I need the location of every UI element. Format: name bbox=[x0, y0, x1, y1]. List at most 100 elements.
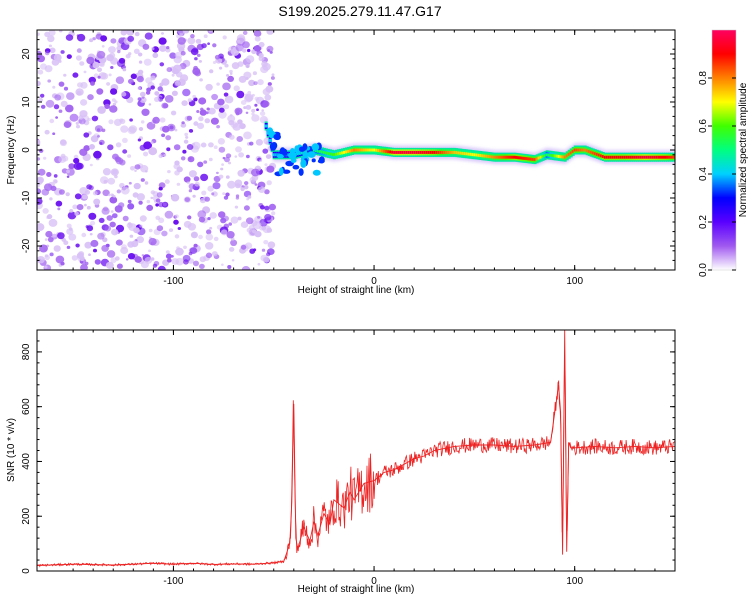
noise-blob bbox=[251, 168, 260, 177]
ridge-core-cell bbox=[571, 149, 575, 153]
ridge-core-cell bbox=[655, 155, 659, 159]
y-tick-label: 0 bbox=[21, 568, 32, 574]
noise-blob bbox=[47, 79, 51, 83]
noise-blob bbox=[236, 136, 243, 142]
ridge-core-cell bbox=[316, 149, 320, 153]
transition-blob bbox=[290, 158, 297, 163]
noise-blob bbox=[88, 253, 91, 256]
noise-blob bbox=[69, 209, 74, 213]
ridge-core-cell bbox=[443, 150, 447, 154]
noise-blob bbox=[46, 172, 52, 177]
noise-blob bbox=[218, 174, 224, 179]
noise-blob bbox=[108, 119, 114, 125]
ridge-core-cell bbox=[535, 157, 539, 161]
noise-blob bbox=[257, 79, 264, 86]
ridge-core-cell bbox=[423, 150, 427, 154]
noise-blob bbox=[151, 47, 155, 51]
noise-blob bbox=[50, 185, 57, 192]
noise-blob bbox=[53, 179, 58, 184]
spectrogram-content bbox=[37, 30, 675, 270]
noise-blob bbox=[209, 212, 217, 219]
ridge-core-cell bbox=[525, 157, 529, 161]
noise-blob bbox=[115, 76, 125, 84]
ridge-core-cell bbox=[473, 153, 477, 157]
noise-blob bbox=[162, 202, 167, 207]
ridge-core-cell bbox=[397, 150, 401, 154]
noise-blob bbox=[241, 48, 247, 53]
ridge-core-cell bbox=[672, 155, 675, 159]
noise-blob bbox=[227, 180, 236, 189]
ridge-core-cell bbox=[387, 150, 391, 154]
noise-blob bbox=[107, 177, 116, 185]
noise-blob bbox=[68, 233, 77, 241]
noise-blob bbox=[182, 149, 187, 154]
ridge-core-cell bbox=[491, 155, 495, 159]
noise-blob bbox=[57, 207, 61, 211]
noise-blob bbox=[187, 98, 192, 103]
noise-blob bbox=[150, 141, 154, 144]
noise-blob bbox=[258, 53, 264, 58]
ridge-core-cell bbox=[439, 150, 443, 154]
x-tick-label: 100 bbox=[566, 576, 583, 587]
noise-blob bbox=[235, 183, 241, 189]
noise-blob bbox=[231, 259, 235, 262]
noise-blob bbox=[199, 109, 207, 116]
noise-blob bbox=[184, 197, 190, 203]
ridge-core-cell bbox=[395, 150, 399, 154]
noise-blob bbox=[253, 81, 258, 86]
noise-blob bbox=[110, 257, 117, 264]
ridge-core-cell bbox=[359, 148, 362, 152]
noise-blob bbox=[90, 81, 95, 86]
noise-blob bbox=[52, 85, 56, 89]
noise-blob bbox=[226, 231, 235, 239]
noise-blob bbox=[187, 37, 196, 45]
noise-blob bbox=[83, 70, 87, 74]
ridge-core-cell bbox=[369, 148, 372, 152]
noise-blob bbox=[186, 115, 193, 121]
noise-blob bbox=[175, 247, 184, 256]
ridge-core-cell bbox=[543, 154, 547, 158]
ridge-core-cell bbox=[479, 154, 483, 157]
noise-blob bbox=[118, 57, 126, 64]
noise-blob bbox=[148, 147, 158, 156]
transition-blob bbox=[278, 167, 284, 176]
noise-blob bbox=[188, 183, 196, 190]
ridge-core-cell bbox=[409, 150, 413, 154]
noise-blob bbox=[37, 223, 45, 232]
noise-blob bbox=[79, 61, 85, 66]
noise-blob bbox=[253, 248, 257, 252]
noise-blob bbox=[44, 129, 50, 135]
noise-blob bbox=[110, 193, 114, 196]
noise-blob bbox=[159, 117, 166, 123]
noise-blob bbox=[259, 218, 268, 227]
noise-blob bbox=[261, 248, 266, 252]
noise-blob bbox=[37, 157, 41, 161]
noise-blob bbox=[89, 38, 94, 43]
noise-blob bbox=[180, 122, 187, 128]
noise-blob bbox=[141, 108, 150, 117]
noise-blob bbox=[116, 189, 122, 194]
noise-blob bbox=[241, 266, 251, 270]
ridge-core-cell bbox=[647, 155, 651, 159]
noise-blob bbox=[180, 51, 186, 56]
transition-blob bbox=[282, 148, 288, 155]
noise-blob bbox=[112, 195, 116, 198]
noise-blob bbox=[243, 205, 250, 211]
noise-blob bbox=[234, 155, 238, 158]
noise-blob bbox=[85, 225, 89, 229]
noise-blob bbox=[264, 163, 268, 167]
noise-blob bbox=[106, 250, 116, 258]
noise-blob bbox=[127, 78, 134, 85]
noise-blob bbox=[180, 74, 189, 82]
noise-blob bbox=[121, 244, 127, 250]
noise-blob bbox=[138, 52, 143, 57]
ridge-core-cell bbox=[351, 149, 354, 152]
ridge-core-cell bbox=[328, 152, 332, 156]
noise-blob bbox=[122, 149, 128, 154]
noise-blob bbox=[120, 186, 130, 195]
noise-blob bbox=[262, 100, 270, 107]
noise-blob bbox=[208, 142, 214, 148]
noise-blob bbox=[161, 32, 164, 35]
ridge-core-cell bbox=[497, 155, 501, 159]
